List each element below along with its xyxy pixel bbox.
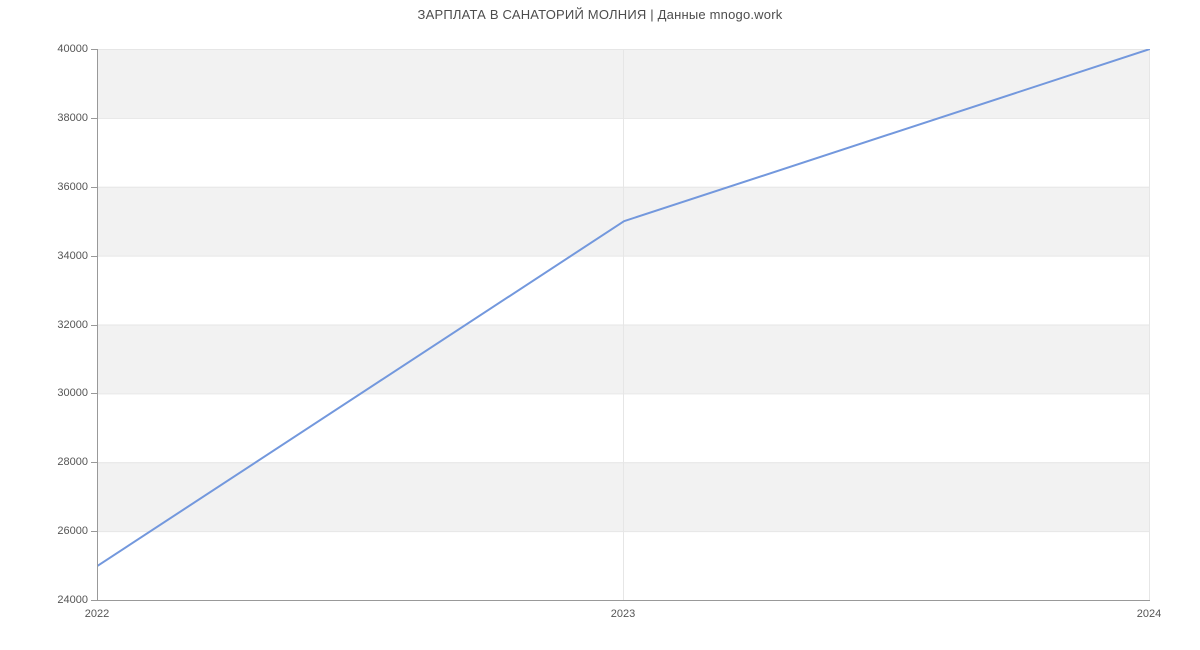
y-axis-tick-label: 24000 [57, 594, 88, 606]
y-axis-tick-label: 36000 [57, 180, 88, 193]
y-axis-tick-mark [91, 393, 97, 395]
x-axis-tick-label: 2024 [1136, 608, 1162, 620]
y-axis-tick-label: 34000 [57, 249, 88, 262]
y-axis-tick-mark [91, 600, 97, 601]
y-axis-tick-mark [91, 255, 97, 257]
y-axis-tick-label: 26000 [57, 525, 88, 538]
y-axis-tick-label: 40000 [57, 43, 88, 55]
y-axis-tick-mark [91, 462, 97, 464]
y-axis-tick-mark [91, 531, 97, 533]
x-axis-tick-label: 2022 [84, 608, 110, 620]
y-axis-tick-mark [91, 117, 97, 119]
plot-canvas [98, 49, 1150, 600]
y-axis-tick-label: 38000 [57, 111, 88, 124]
plot-area [97, 49, 1150, 601]
y-axis-tick-mark [91, 324, 97, 326]
x-axis-tick-label: 2023 [610, 608, 636, 620]
chart-title: ЗАРПЛАТА В САНАТОРИЙ МОЛНИЯ | Данные mno… [417, 7, 783, 22]
y-axis-tick-mark [91, 49, 97, 50]
y-axis-tick-label: 32000 [57, 318, 88, 331]
y-axis-tick-label: 30000 [57, 387, 88, 400]
series-line-Зарплата [98, 49, 1150, 567]
y-axis-tick-label: 28000 [57, 456, 88, 469]
y-axis-tick-mark [91, 186, 97, 188]
